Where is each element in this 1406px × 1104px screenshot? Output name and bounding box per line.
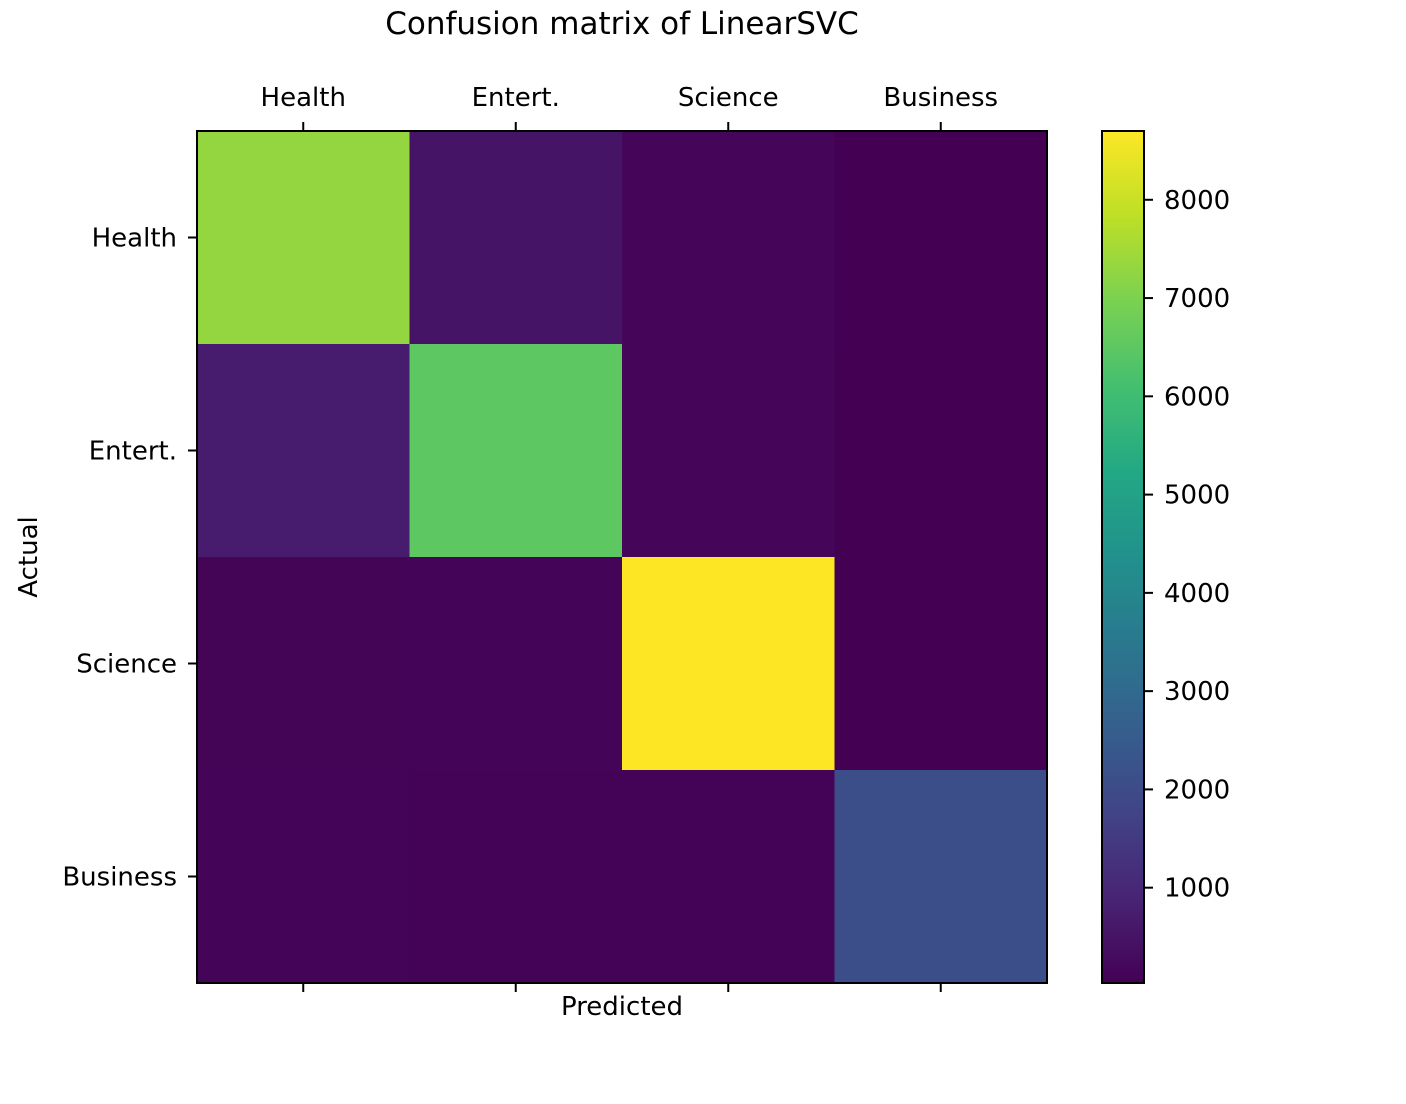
heatmap-cell-0-3	[834, 131, 1048, 345]
heatmap-cell-2-3	[834, 557, 1048, 771]
colorbar-tick-label-1: 2000	[1164, 775, 1230, 805]
heatmap-cell-0-2	[622, 131, 835, 345]
y-tick-label-1: Entert.	[89, 437, 177, 467]
heatmap-cell-1-0	[197, 344, 410, 558]
heatmap-cell-3-0	[197, 770, 410, 984]
colorbar-tick-label-4: 5000	[1164, 481, 1230, 511]
heatmap-cell-3-2	[622, 770, 835, 984]
x-tick-label-2: Science	[678, 83, 779, 113]
x-tick-label-1: Entert.	[472, 83, 560, 113]
colorbar-tick-label-2: 3000	[1164, 677, 1230, 707]
heatmap-cell-2-1	[409, 557, 623, 771]
heatmap-cell-2-2	[622, 557, 835, 771]
colorbar-tick-label-5: 6000	[1164, 382, 1230, 412]
colorbar-tick-label-3: 4000	[1164, 579, 1230, 609]
heatmap-cell-1-3	[834, 344, 1048, 558]
heatmap-cell-0-0	[197, 131, 410, 345]
heatmap-cell-1-2	[622, 344, 835, 558]
heatmap-cell-1-1	[409, 344, 623, 558]
heatmap-cell-3-1	[409, 770, 623, 984]
colorbar-ticks: 1000 2000 3000 4000 5000 6000 7000 8000	[1144, 186, 1230, 904]
plot-frame	[196, 130, 1048, 984]
colorbar-tick-label-0: 1000	[1164, 874, 1230, 904]
colorbar-tick-label-6: 7000	[1164, 284, 1230, 314]
y-axis-label: Actual	[14, 516, 44, 597]
x-axis-label: Predicted	[561, 992, 683, 1022]
y-tick-label-2: Science	[76, 650, 177, 680]
x-tick-label-0: Health	[261, 83, 346, 113]
heatmap-cell-3-3	[834, 770, 1048, 984]
heatmap-cells	[197, 131, 1048, 984]
heatmap-cell-2-0	[197, 557, 410, 771]
axis-ticks: Health Entert. Science Business Health Entert…	[62, 83, 998, 992]
chart-title: Confusion matrix of LinearSVC	[385, 6, 859, 42]
colorbar-tick-label-7: 8000	[1164, 186, 1230, 216]
y-tick-label-0: Health	[92, 224, 177, 254]
x-tick-label-3: Business	[883, 83, 998, 113]
y-tick-label-3: Business	[62, 863, 177, 893]
colorbar	[1101, 130, 1145, 984]
heatmap-cell-0-1	[409, 131, 623, 345]
